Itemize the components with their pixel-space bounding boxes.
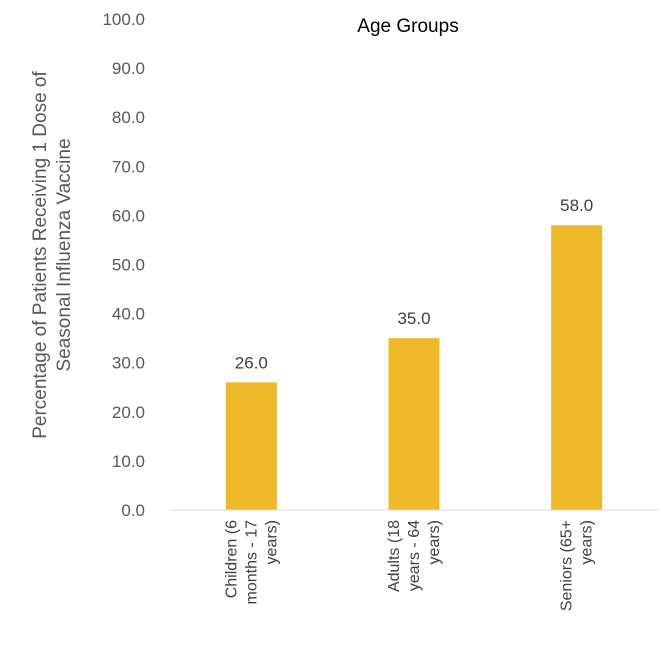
y-tick-label: 60.0 [112,206,145,225]
bar-value-label: 35.0 [397,309,430,328]
bar [388,338,440,510]
x-category-label-line: months - 17 [243,520,260,605]
chart-title: Age Groups [357,16,458,37]
x-category-label: Seniors (65+ years) [559,520,596,611]
bars [225,225,603,510]
y-tick-label: 70.0 [112,157,145,176]
x-category-label-line: years) [426,520,443,564]
bar-value-label: 58.0 [560,196,593,215]
x-category-label: Children (6 months - 17 years) [223,520,280,605]
x-category-label: Adults (18 years - 64 years) [386,520,443,592]
y-axis-ticks: 0.0 10.0 20.0 30.0 40.0 50.0 60.0 70.0 80.0 90.0 1… [102,10,145,520]
data-labels: 26.0 35.0 58.0 [235,196,593,372]
x-category-label-line: Seniors (65+ [559,520,576,611]
y-axis-title: Percentage of Patients Receiving 1 Dose … [30,71,75,439]
x-category-label-line: years - 64 [406,520,423,591]
y-tick-label: 0.0 [121,501,145,520]
y-tick-label: 10.0 [112,452,145,471]
y-axis-title-line-2: Seasonal Influenza Vaccine [54,138,75,371]
y-tick-label: 50.0 [112,256,145,275]
x-axis-categories: Children (6 months - 17 years) Adults (18 ye… [223,520,595,611]
y-tick-label: 40.0 [112,305,145,324]
y-tick-label: 30.0 [112,354,145,373]
y-axis-title-line-1: Percentage of Patients Receiving 1 Dose … [30,71,51,439]
bar [551,225,603,510]
x-category-label-line: Adults (18 [386,520,403,592]
bar-value-label: 26.0 [235,353,268,372]
y-tick-label: 100.0 [102,10,145,29]
x-category-label-line: years) [579,520,596,564]
y-tick-label: 20.0 [112,403,145,422]
bar [225,382,277,510]
y-tick-label: 90.0 [112,59,145,78]
x-category-label-line: years) [263,520,280,564]
y-tick-label: 80.0 [112,108,145,127]
x-category-label-line: Children (6 [223,520,240,598]
